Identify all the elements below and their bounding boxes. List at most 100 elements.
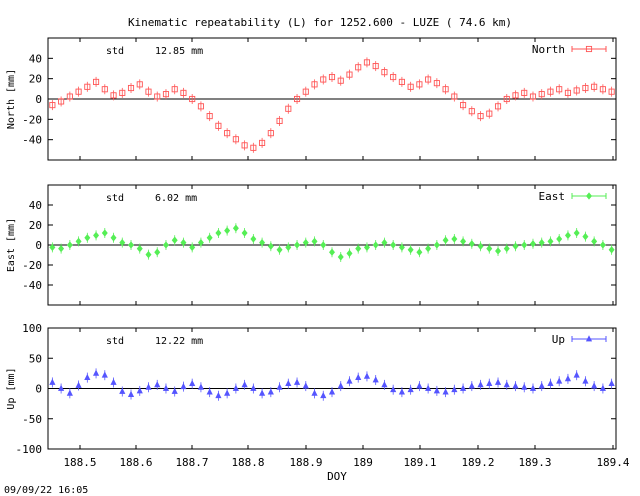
up-data-point: [573, 371, 580, 378]
up-legend-marker: [585, 335, 593, 342]
north-std-value: 12.85 mm: [155, 46, 203, 57]
up-data-point: [302, 382, 309, 389]
x-tick-label: 189.1: [403, 456, 436, 469]
north-data-point: [276, 117, 283, 125]
north-data-point: [407, 83, 414, 90]
up-data-point: [381, 381, 388, 388]
up-data-point: [206, 388, 213, 395]
east-data-point: [512, 242, 519, 250]
east-data-point: [372, 241, 379, 249]
up-data-point: [101, 371, 108, 378]
up-y-tick-label: 100: [22, 322, 42, 335]
x-tick-label: 189.3: [518, 456, 551, 469]
east-data-point: [171, 236, 178, 244]
up-data-point: [75, 381, 82, 388]
north-data-point: [311, 81, 318, 88]
east-data-point: [180, 238, 187, 247]
up-data-point: [189, 379, 196, 387]
up-data-point: [197, 383, 205, 390]
north-data-point: [355, 64, 362, 71]
east-data-point: [564, 231, 571, 240]
north-data-point: [224, 130, 231, 137]
north-data-point: [564, 89, 571, 96]
east-data-point: [162, 241, 169, 249]
east-data-point: [477, 242, 484, 250]
north-data-point: [110, 92, 117, 99]
x-tick-label: 189: [353, 456, 373, 469]
x-tick-label: 188.9: [289, 456, 322, 469]
north-legend-marker: [585, 45, 593, 53]
up-data-point: [136, 387, 143, 394]
north-data-point: [591, 83, 598, 90]
x-tick-label: 189.2: [461, 456, 494, 469]
up-data-point: [241, 381, 248, 388]
north-data-point: [154, 93, 161, 100]
north-data-point: [267, 130, 274, 137]
north-data-point: [250, 144, 257, 151]
north-data-point: [285, 105, 292, 112]
east-legend-label: East: [539, 190, 566, 203]
east-data-point: [119, 238, 126, 247]
up-data-point: [442, 388, 449, 395]
east-data-point: [460, 237, 467, 246]
east-data-point: [128, 241, 135, 249]
east-data-point: [101, 229, 108, 237]
north-data-point: [171, 86, 178, 93]
up-data-point: [477, 381, 484, 388]
up-data-point: [512, 382, 519, 389]
up-data-point: [416, 382, 423, 389]
east-data-point: [398, 243, 405, 252]
up-data-point: [521, 383, 528, 390]
up-data-point: [503, 381, 510, 388]
up-std-label: std: [106, 336, 124, 347]
up-data-point: [110, 378, 117, 385]
north-y-tick-label: 0: [35, 93, 42, 106]
east-y-axis-label: East [mm]: [6, 218, 17, 272]
up-data-point: [250, 384, 257, 391]
up-std-value: 12.22 mm: [155, 336, 203, 347]
north-data-point: [58, 98, 65, 105]
up-data-point: [599, 384, 606, 391]
east-data-point: [495, 247, 502, 255]
up-data-point: [355, 373, 362, 381]
up-data-point: [582, 377, 589, 384]
up-data-point: [363, 372, 371, 379]
east-data-point: [355, 244, 362, 253]
east-data-point: [591, 237, 598, 246]
north-data-point: [346, 71, 353, 78]
east-data-point: [215, 229, 222, 237]
up-data-point: [320, 391, 327, 399]
north-data-point: [451, 93, 458, 100]
up-data-point: [84, 373, 91, 381]
east-data-point: [267, 242, 274, 250]
up-data-point: [337, 382, 344, 389]
up-data-point: [58, 384, 65, 391]
north-std-label: std: [106, 46, 124, 57]
up-data-point: [232, 384, 239, 391]
east-data-point: [390, 241, 397, 249]
north-data-point: [328, 73, 336, 81]
east-data-point: [486, 244, 493, 253]
up-y-tick-label: -50: [22, 413, 42, 426]
north-data-point: [494, 103, 502, 110]
up-data-point: [547, 379, 554, 387]
east-data-point: [503, 244, 510, 253]
north-y-tick-label: -20: [22, 113, 42, 126]
north-data-point: [127, 84, 135, 92]
up-data-point: [49, 378, 56, 385]
timestamp: 09/09/22 16:05: [4, 485, 88, 496]
north-series: [49, 57, 615, 153]
north-data-point: [136, 81, 143, 88]
east-data-point: [294, 241, 301, 249]
up-data-point: [259, 389, 266, 396]
east-data-point: [407, 246, 414, 254]
east-data-point: [573, 229, 580, 237]
east-data-point: [451, 235, 458, 243]
north-data-point: [372, 63, 379, 70]
east-data-point: [311, 237, 318, 246]
north-data-point: [197, 103, 204, 110]
x-tick-label: 188.5: [63, 456, 96, 469]
north-y-tick-label: 20: [29, 73, 42, 86]
north-data-point: [66, 93, 73, 100]
east-data-point: [49, 243, 56, 252]
